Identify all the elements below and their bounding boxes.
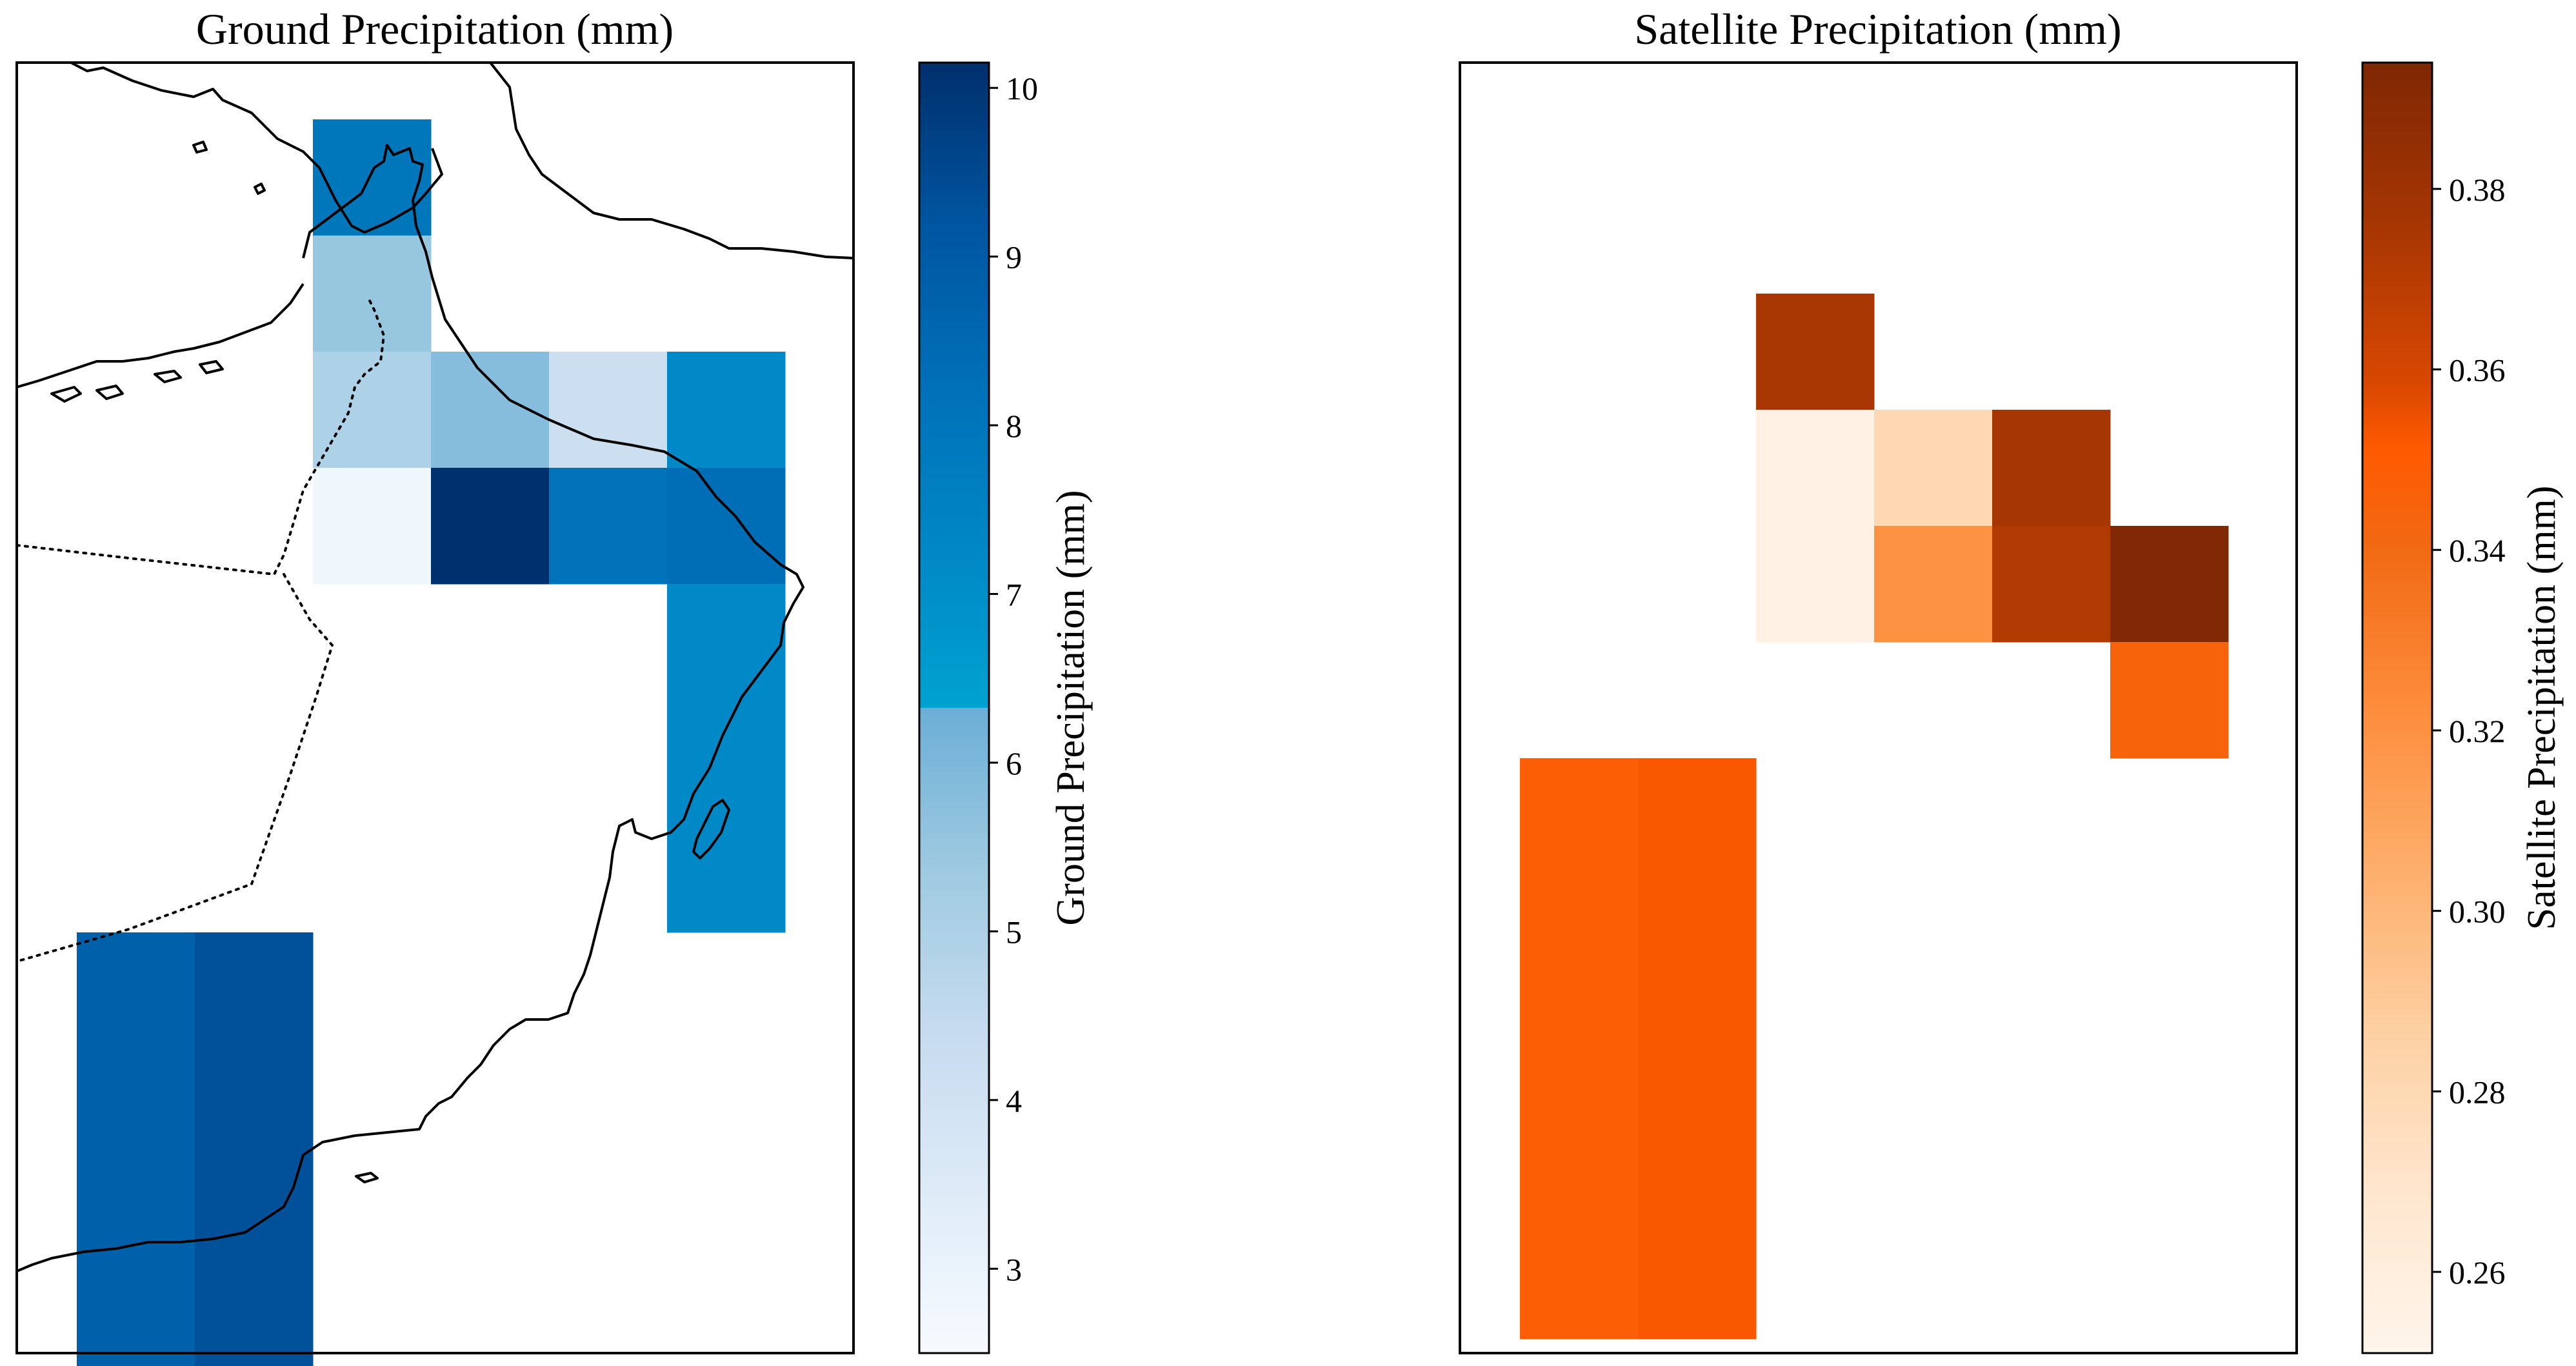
island-4	[199, 360, 224, 374]
ground-colorbar-tick-label: 4	[1006, 1083, 1022, 1119]
island-3	[154, 370, 182, 383]
satellite-cell	[1520, 1107, 1639, 1223]
ground-title: Ground Precipitation (mm)	[196, 5, 674, 54]
island-6	[355, 1172, 379, 1183]
satellite-cell	[1520, 758, 1639, 875]
ground-colorbar-tick-label: 5	[1006, 914, 1022, 950]
island-7	[254, 183, 266, 195]
satellite-cell	[1520, 874, 1639, 991]
ground-colorbar-tick-label: 3	[1006, 1251, 1022, 1287]
coast-gulf-north	[70, 63, 443, 234]
coast-uae-west	[17, 283, 305, 388]
ground-borders	[17, 296, 386, 1279]
border-uae-oman	[17, 296, 386, 576]
ground-colorbar-tick-label: 6	[1006, 745, 1022, 781]
ground-colorbar: 3 4 5 6 7 8 9 10 Ground Precipitation (mm)	[918, 61, 1093, 1354]
ground-map-border	[15, 61, 855, 1354]
satellite-cell	[1638, 758, 1757, 875]
satellite-cell	[1756, 294, 1875, 410]
ground-coastline	[17, 63, 854, 1272]
satellite-cell	[1756, 410, 1875, 527]
satellite-cell	[1638, 990, 1757, 1107]
satellite-colorbar-ticks: 0.26 0.28 0.30 0.32 0.34 0.36 0.38	[2432, 172, 2506, 1291]
satellite-colorbar-tick-label: 0.26	[2449, 1254, 2506, 1291]
border-saudi-oman	[17, 573, 334, 963]
ground-cell	[549, 468, 668, 585]
ground-cell	[549, 352, 668, 468]
satellite-cell	[1874, 526, 1993, 643]
ground-colorbar-ticks: 3 4 5 6 7 8 9 10	[989, 70, 1038, 1287]
ground-cell	[313, 352, 432, 468]
ground-cell	[195, 932, 314, 1049]
satellite-colorbar-tick-label: 0.30	[2449, 894, 2506, 930]
island-5	[192, 141, 208, 154]
satellite-cell	[1638, 1107, 1757, 1223]
satellite-cell-layer	[1520, 294, 2229, 1340]
satellite-colorbar-label: Satellite Precipitation (mm)	[2520, 486, 2564, 930]
satellite-colorbar-tick-label: 0.34	[2449, 532, 2506, 568]
ground-cell	[667, 816, 786, 933]
ground-colorbar-tick-label: 8	[1006, 408, 1022, 444]
satellite-cell	[1638, 1223, 1757, 1340]
ground-cell	[667, 584, 786, 701]
ground-cell	[667, 352, 786, 468]
satellite-cell	[1992, 526, 2111, 643]
satellite-title: Satellite Precipitation (mm)	[1634, 5, 2121, 54]
satellite-cell	[1520, 1223, 1639, 1340]
ground-cell-layer	[77, 119, 786, 1366]
satellite-colorbar-tick-label: 0.32	[2449, 713, 2506, 749]
ground-cell	[667, 468, 786, 585]
satellite-cell	[1992, 410, 2111, 527]
satellite-colorbar-tick-label: 0.36	[2449, 352, 2506, 388]
ground-cell	[77, 932, 195, 1049]
ground-colorbar-tick-label: 7	[1006, 577, 1022, 613]
ground-colorbar-tick-label: 9	[1006, 239, 1022, 276]
satellite-cell	[1756, 526, 1875, 643]
satellite-colorbar-tick-label: 0.28	[2449, 1074, 2506, 1110]
ground-cell	[195, 1049, 314, 1165]
island-2	[95, 385, 124, 400]
ground-cell	[313, 236, 432, 352]
ground-cell	[431, 468, 550, 585]
satellite-colorbar: 0.26 0.28 0.30 0.32 0.34 0.36 0.38 Satellite P…	[2361, 61, 2564, 1354]
ground-cell	[77, 1049, 195, 1165]
ground-colorbar-fill	[918, 61, 990, 1354]
satellite-cell	[2110, 642, 2229, 759]
ground-colorbar-label: Ground Precipitation (mm)	[1049, 490, 1093, 926]
satellite-colorbar-tick-label: 0.38	[2449, 172, 2506, 208]
satellite-colorbar-fill	[2361, 61, 2433, 1354]
ground-cell	[313, 119, 432, 236]
satellite-cell	[1638, 874, 1757, 991]
coast-musandam-oman	[17, 144, 804, 1272]
coast-iran	[489, 63, 854, 259]
ground-cell	[313, 468, 432, 585]
satellite-cell	[1874, 410, 1993, 527]
ground-cell	[77, 1165, 195, 1281]
satellite-cell	[2110, 526, 2229, 643]
satellite-cell	[1520, 990, 1639, 1107]
island-masirah	[692, 799, 730, 859]
satellite-panel: Satellite Precipitation (mm) 0.260.280	[1459, 5, 2564, 1354]
ground-colorbar-tick-label: 10	[1006, 70, 1038, 106]
ground-cell	[667, 700, 786, 817]
island-1	[50, 386, 82, 403]
satellite-map-border	[1459, 61, 2298, 1354]
ground-panel: Ground Precipitation (mm) 3 4 5 6 7 8 9 10	[15, 5, 1093, 1366]
